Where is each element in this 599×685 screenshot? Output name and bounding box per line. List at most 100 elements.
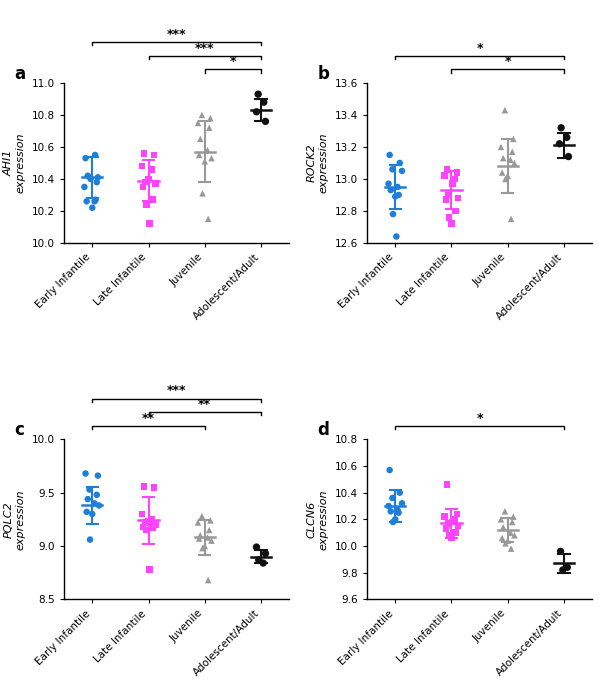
Point xyxy=(198,188,207,199)
Point xyxy=(92,489,102,500)
Point xyxy=(195,530,205,541)
Point xyxy=(81,468,90,479)
Point xyxy=(138,521,148,532)
Point xyxy=(205,515,215,526)
Point xyxy=(509,511,518,522)
Point xyxy=(252,106,261,117)
Point xyxy=(205,113,215,124)
Point xyxy=(203,214,213,225)
Point xyxy=(564,151,573,162)
Point xyxy=(498,153,508,164)
Point xyxy=(388,516,398,527)
Point xyxy=(394,190,403,201)
Point xyxy=(82,196,92,207)
Point xyxy=(258,558,268,569)
Point xyxy=(395,158,404,169)
Point xyxy=(139,148,149,159)
Text: c: c xyxy=(15,421,25,439)
Point xyxy=(395,487,404,498)
Point xyxy=(449,173,459,184)
Point xyxy=(87,508,97,519)
Point xyxy=(386,185,395,196)
Point xyxy=(500,105,510,116)
Point xyxy=(137,508,147,519)
Point xyxy=(452,508,462,519)
Point xyxy=(556,546,565,557)
Point xyxy=(449,514,459,525)
Point xyxy=(93,172,102,183)
Point xyxy=(200,540,210,551)
Point xyxy=(90,196,99,207)
Point xyxy=(448,178,458,189)
Point xyxy=(385,149,394,160)
Point xyxy=(194,533,204,544)
Point xyxy=(150,178,160,189)
Point xyxy=(91,195,101,206)
Point xyxy=(498,522,508,533)
Text: **: ** xyxy=(198,398,211,411)
Point xyxy=(80,182,89,192)
Point xyxy=(393,182,403,192)
Point xyxy=(144,516,153,527)
Point xyxy=(442,479,452,490)
Point xyxy=(202,532,212,543)
Point xyxy=(259,97,268,108)
Point xyxy=(453,521,463,532)
Text: *: * xyxy=(476,42,483,55)
Point xyxy=(195,134,205,145)
Point xyxy=(453,192,463,203)
Point xyxy=(562,132,571,143)
Point xyxy=(452,167,462,178)
Point xyxy=(147,514,156,525)
Point xyxy=(384,501,394,512)
Point xyxy=(440,511,449,522)
Text: ***: *** xyxy=(195,42,214,55)
Text: b: b xyxy=(317,65,329,83)
Point xyxy=(507,516,517,527)
Point xyxy=(141,525,151,536)
Point xyxy=(394,507,403,518)
Point xyxy=(207,153,216,164)
Point xyxy=(388,493,397,503)
Point xyxy=(496,142,506,153)
Point xyxy=(92,177,102,188)
Point xyxy=(388,209,398,220)
Text: PQLC2
expression: PQLC2 expression xyxy=(4,489,26,549)
Point xyxy=(81,153,90,164)
Point xyxy=(441,523,450,534)
Text: d: d xyxy=(317,421,329,439)
Point xyxy=(450,527,460,538)
Text: AHI1
expression: AHI1 expression xyxy=(4,133,26,193)
Point xyxy=(443,190,453,201)
Point xyxy=(261,548,270,559)
Point xyxy=(391,191,400,202)
Point xyxy=(141,177,150,188)
Point xyxy=(510,530,519,541)
Point xyxy=(384,178,394,189)
Point xyxy=(90,498,99,509)
Point xyxy=(150,519,160,530)
Point xyxy=(447,219,456,229)
Point xyxy=(94,500,104,511)
Text: ***: *** xyxy=(167,384,186,397)
Point xyxy=(442,164,452,175)
Text: CLCN6
expression: CLCN6 expression xyxy=(307,489,328,549)
Point xyxy=(93,470,102,481)
Point xyxy=(198,543,207,553)
Point xyxy=(556,123,566,134)
Point xyxy=(82,506,92,517)
Point xyxy=(506,543,516,554)
Point xyxy=(562,562,572,573)
Point xyxy=(444,212,454,223)
Text: *: * xyxy=(504,55,511,68)
Point xyxy=(204,525,214,536)
Point xyxy=(83,171,93,182)
Point xyxy=(507,147,517,158)
Point xyxy=(500,506,510,516)
Point xyxy=(447,532,456,543)
Point xyxy=(386,506,395,516)
Point xyxy=(202,145,212,155)
Point xyxy=(555,138,564,149)
Text: *: * xyxy=(229,55,236,68)
Point xyxy=(558,564,568,575)
